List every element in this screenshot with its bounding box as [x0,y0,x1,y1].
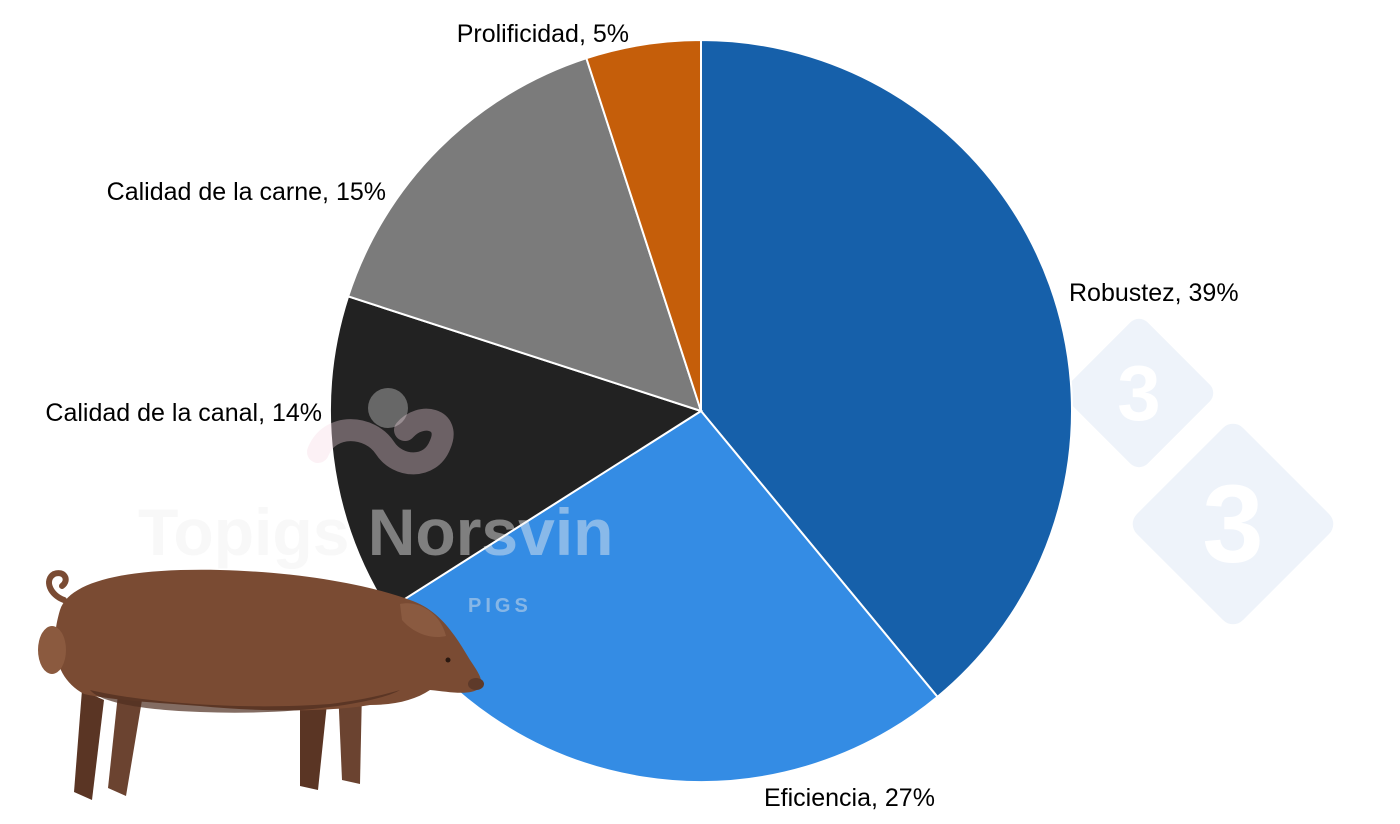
pig-ham [38,626,66,674]
label-calidad-canal: Calidad de la canal, 14% [45,399,322,427]
pig-illustration [38,569,484,800]
brand-logo-swirl [307,408,454,475]
pig-leg-front-left [300,690,328,790]
pie-slice-3 [346,56,703,413]
pie-slice-2 [329,295,704,612]
pig-leg-front-right [338,688,362,784]
pig-leg-back-right [108,694,142,796]
brand-logo-dot [368,388,408,428]
label-prolificidad: Prolificidad, 5% [457,20,629,48]
brand-watermark: Topigs Norsvin PIGS [138,388,613,617]
site-watermark: 3 3 [1064,318,1334,625]
label-eficiencia: Eficiencia, 27% [764,784,935,812]
pie-slices [329,38,1073,783]
brand-watermark-subtext: PIGS [468,595,532,617]
pie-slice-4 [585,38,702,412]
watermark-diamond-large [1132,423,1334,625]
label-robustez: Robustez, 39% [1069,279,1239,307]
pig-leg-back-left [74,690,104,800]
pie-slice-0 [700,38,1073,699]
label-calidad-carne: Calidad de la carne, 15% [107,178,386,206]
watermark-digit-large: 3 [1202,463,1263,586]
pig-body [54,569,482,711]
pig-snout [468,678,484,690]
watermark-diamond-small [1064,318,1214,468]
pig-eye [445,657,451,663]
watermark-digit-small: 3 [1117,349,1160,437]
pig-ear [400,603,446,638]
pig-tail [46,570,69,603]
brand-watermark-text: Topigs Norsvin [138,495,613,569]
slice-labels: Robustez, 39% Eficiencia, 27% Calidad de… [45,20,1238,812]
pig-body-shadow [90,690,400,713]
